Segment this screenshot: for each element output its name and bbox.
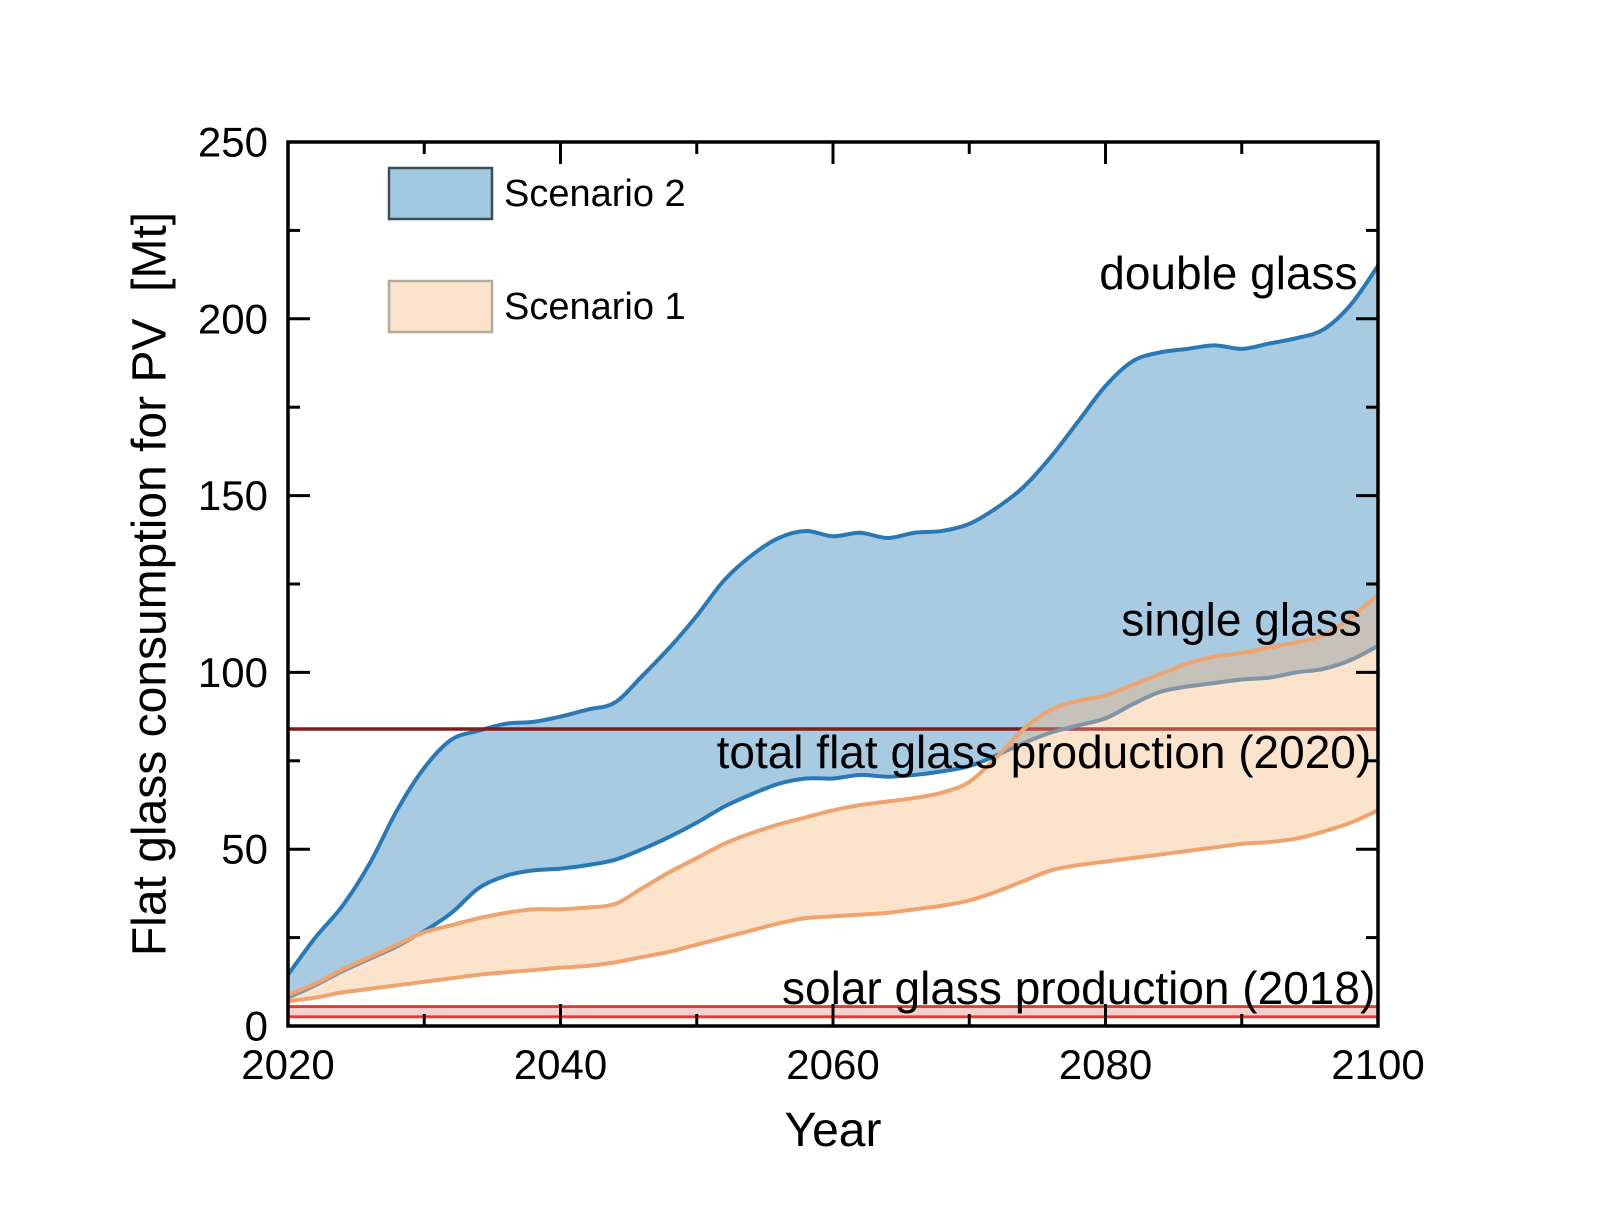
x-tick-label: 2060 [786, 1041, 879, 1088]
scenario1-single-glass-line [287, 808, 1379, 1004]
scenario2-single-glass-line-overlapped [998, 644, 1379, 756]
legend-swatch-scenario1 [387, 279, 494, 334]
annotation-single-glass: single glass [1121, 593, 1361, 645]
x-axis-title: Year [785, 1104, 882, 1157]
y-tick-label: 200 [198, 295, 268, 342]
y-tick-label: 100 [198, 649, 268, 696]
legend-swatch-scenario2 [387, 166, 494, 221]
x-tick-label: 2080 [1059, 1041, 1152, 1088]
y-axis-title: Flat glass consumption for PV [Mt] [124, 212, 177, 956]
scenario1-double-glass-line [287, 593, 1379, 997]
annotation-double-glass: double glass [1099, 247, 1357, 299]
scenario2-double-glass-line [287, 264, 1379, 976]
annotation-total-flat-glass-production-2020: total flat glass production (2020) [717, 726, 1372, 778]
legend-label-scenario1: Scenario 1 [504, 286, 686, 328]
scenario-overlap-band [999, 594, 1378, 755]
annotation-solar-glass-production-2018: solar glass production (2018) [782, 962, 1375, 1014]
y-tick-label: 250 [198, 119, 268, 166]
y-tick-label: 0 [245, 1003, 268, 1050]
y-tick-label: 150 [198, 472, 268, 519]
scenario2-band [288, 265, 1378, 998]
legend-label-scenario2: Scenario 2 [504, 173, 686, 215]
x-tick-label: 2020 [241, 1041, 334, 1088]
y-tick-label: 50 [221, 826, 268, 873]
x-tick-label: 2040 [514, 1041, 607, 1088]
legend: Scenario 2 Scenario 1 [387, 166, 686, 334]
x-tick-label: 2100 [1331, 1041, 1424, 1088]
